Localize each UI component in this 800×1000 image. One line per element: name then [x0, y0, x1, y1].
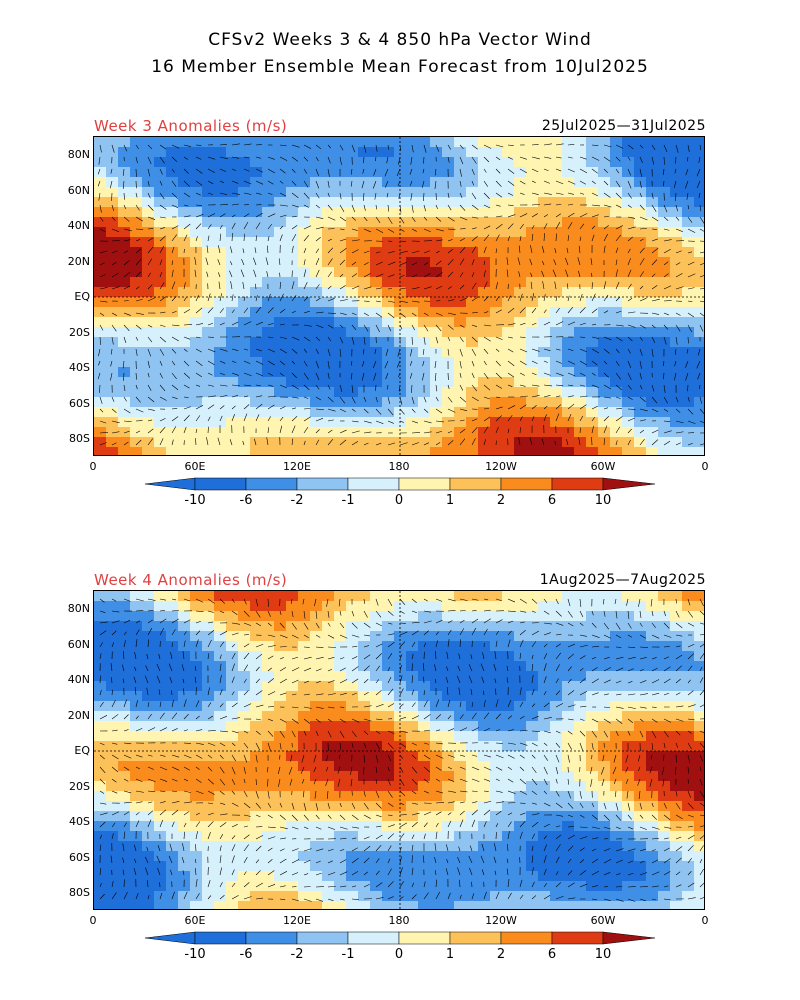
- lon-tick-label: 120W: [485, 914, 517, 927]
- lon-tick-label: 180: [388, 914, 410, 927]
- lon-tick-label: 0: [701, 460, 709, 473]
- panel1-dates: 25Jul2025—31Jul2025: [541, 118, 706, 134]
- lon-tick-label: 120E: [283, 914, 311, 927]
- lat-tick-label: 60N: [67, 183, 90, 197]
- lat-tick-label: 20N: [67, 708, 90, 722]
- lon-tick-label: 120E: [283, 460, 311, 473]
- lat-tick-label: 20N: [67, 254, 90, 268]
- lat-tick-label: 60S: [69, 850, 90, 864]
- colorbar-swatch: [296, 931, 349, 945]
- lat-tick-label: 40N: [67, 673, 90, 686]
- lat-tick-label: 80N: [67, 148, 90, 161]
- lon-tick-label: 0: [89, 914, 97, 927]
- colorbar-tick-label: -6: [240, 947, 253, 962]
- colorbar-tick-label: 0: [395, 947, 403, 962]
- lat-tick-label: 40S: [69, 361, 90, 374]
- lon-tick-label: 120W: [485, 460, 517, 473]
- anomaly-field: [94, 591, 704, 909]
- colorbar-swatch: [245, 477, 298, 491]
- panel1-label: Week 3 Anomalies (m/s): [94, 117, 288, 135]
- week4-anomaly-map: [93, 590, 705, 910]
- lon-tick-label: 60W: [590, 460, 616, 473]
- colorbar-tick-label: -6: [240, 493, 253, 508]
- colorbar-tick-label: 10: [595, 947, 612, 962]
- colorbar-tick-label: -2: [291, 947, 304, 962]
- colorbar-swatch: [449, 931, 502, 945]
- colorbar-arrow-right: [602, 477, 656, 491]
- lat-tick-label: 80S: [69, 432, 90, 445]
- colorbar-swatch: [245, 931, 298, 945]
- colorbar-swatch: [500, 931, 553, 945]
- colorbar-swatch: [398, 477, 451, 491]
- colorbar-tick-label: 10: [595, 493, 612, 508]
- lat-tick-label: 60N: [67, 637, 90, 651]
- colorbar-tick-label: -1: [342, 947, 355, 962]
- lat-tick-label: EQ: [74, 744, 90, 757]
- colorbar-arrow-left: [144, 931, 196, 945]
- chart-subtitle: 16 Member Ensemble Mean Forecast from 10…: [151, 57, 649, 77]
- lon-tick-label: 0: [89, 460, 97, 473]
- colorbar-swatch: [347, 477, 400, 491]
- colorbar-arrow-left: [144, 477, 196, 491]
- lon-tick-label: 180: [388, 460, 410, 473]
- lat-tick-label: EQ: [74, 290, 90, 303]
- lon-tick-label: 60E: [184, 914, 206, 927]
- colorbar-swatch: [500, 477, 553, 491]
- lon-tick-label: 60E: [184, 460, 206, 473]
- lat-tick-label: 20S: [69, 779, 90, 793]
- colorbar-swatch: [449, 477, 502, 491]
- chart-title: CFSv2 Weeks 3 & 4 850 hPa Vector Wind: [208, 30, 592, 50]
- colorbar-swatch: [194, 931, 247, 945]
- colorbar-swatch: [194, 477, 247, 491]
- colorbar-swatch: [551, 931, 604, 945]
- lat-tick-label: 40N: [67, 219, 90, 232]
- colorbar-tick-label: -10: [184, 493, 205, 508]
- lat-tick-label: 20S: [69, 325, 90, 339]
- colorbar-swatch: [551, 477, 604, 491]
- lat-tick-label: 60S: [69, 396, 90, 410]
- anomaly-field: [94, 137, 704, 455]
- panel2-dates: 1Aug2025—7Aug2025: [539, 572, 706, 588]
- lat-tick-label: 80N: [67, 602, 90, 615]
- colorbar-tick-label: 6: [548, 493, 556, 508]
- colorbar-tick-label: -1: [342, 493, 355, 508]
- week3-anomaly-map: [93, 136, 705, 456]
- colorbar-tick-label: -10: [184, 947, 205, 962]
- colorbar-swatch: [347, 931, 400, 945]
- colorbar-arrow-right: [602, 931, 656, 945]
- colorbar-tick-label: 1: [446, 493, 454, 508]
- colorbar-tick-label: -2: [291, 493, 304, 508]
- lat-tick-label: 80S: [69, 886, 90, 899]
- colorbar-tick-label: 2: [497, 493, 505, 508]
- panel2-label: Week 4 Anomalies (m/s): [94, 571, 288, 589]
- lon-tick-label: 60W: [590, 914, 616, 927]
- colorbar-tick-label: 2: [497, 947, 505, 962]
- colorbar-swatch: [296, 477, 349, 491]
- lon-tick-label: 0: [701, 914, 709, 927]
- colorbar-tick-label: 1: [446, 947, 454, 962]
- colorbar-tick-label: 6: [548, 947, 556, 962]
- lat-tick-label: 40S: [69, 815, 90, 828]
- colorbar-tick-label: 0: [395, 493, 403, 508]
- colorbar-swatch: [398, 931, 451, 945]
